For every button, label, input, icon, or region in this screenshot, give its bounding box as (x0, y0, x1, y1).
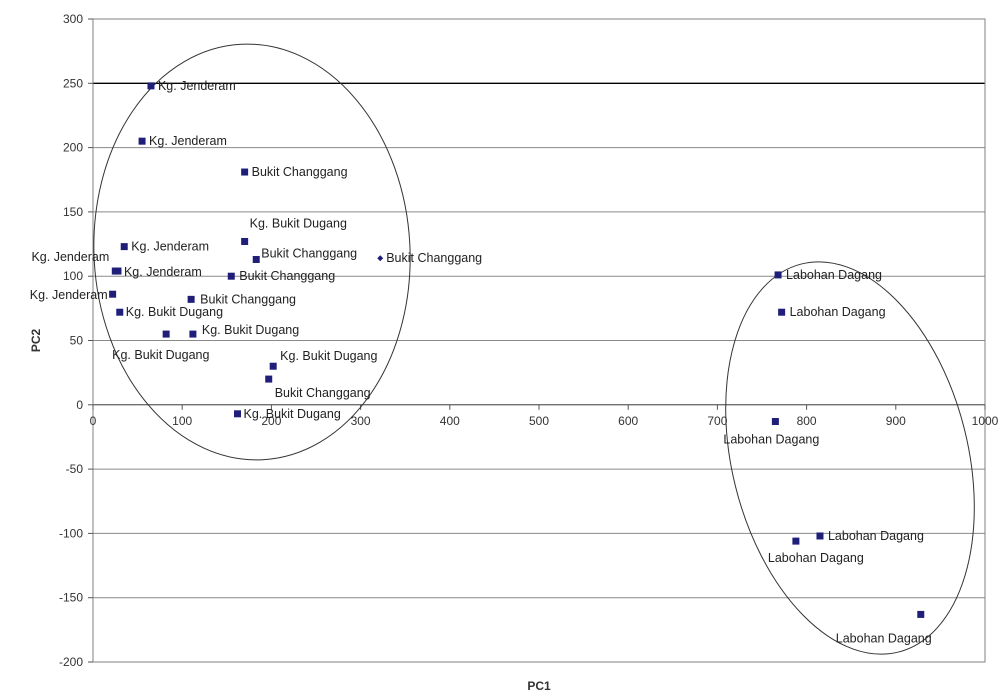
y-tick-label: 300 (63, 12, 83, 26)
y-tick-labels: 300 250 200 150 100 50 0 -50 -100 -150 -200 (59, 12, 83, 669)
x-tick-label: 600 (618, 414, 638, 428)
point-label: Bukit Changgang (261, 246, 357, 260)
x-tick-label: 0 (90, 414, 97, 428)
point-label: Kg. Jenderam (149, 134, 227, 148)
data-point (377, 255, 383, 261)
cluster-ellipse-right (687, 235, 998, 680)
point-label: Labohan Dagang (790, 305, 886, 319)
point-label: Bukit Changgang (386, 251, 482, 265)
point-label: Kg. Bukit Dugang (126, 305, 223, 319)
point-label: Labohan Dagang (768, 551, 864, 565)
data-point (775, 271, 782, 278)
data-point (234, 410, 241, 417)
data-point (109, 291, 116, 298)
x-tick-label: 500 (529, 414, 549, 428)
data-point (189, 331, 196, 338)
point-label: Bukit Changgang (275, 386, 371, 400)
data-point (241, 169, 248, 176)
y-tick-label: -150 (59, 591, 83, 605)
point-label: Kg. Jenderam (158, 79, 236, 93)
data-point (253, 256, 260, 263)
point-label: Kg. Bukit Dugang (250, 216, 347, 230)
point-label: Labohan Dagang (723, 433, 819, 447)
x-tick-label: 900 (886, 414, 906, 428)
data-point (121, 243, 128, 250)
data-point (147, 82, 154, 89)
y-tick-label: 200 (63, 141, 83, 155)
y-tick-label: 100 (63, 269, 83, 283)
y-tick-label: 250 (63, 76, 83, 90)
gridlines (93, 19, 985, 662)
data-point (228, 273, 235, 280)
point-label: Labohan Dagang (836, 631, 932, 645)
point-label: Kg. Jenderam (131, 240, 209, 254)
data-point (116, 309, 123, 316)
x-tick-labels: 0 100 200 300 400 500 600 700 800 900 1000 (90, 414, 998, 428)
point-label: Kg. Bukit Dugang (244, 407, 341, 421)
x-tick-label: 300 (351, 414, 371, 428)
cluster-ellipses (83, 36, 998, 681)
point-label: Kg. Bukit Dugang (280, 349, 377, 363)
data-point (112, 268, 119, 275)
x-tick-label: 100 (172, 414, 192, 428)
point-label: Labohan Dagang (828, 529, 924, 543)
x-tick-label: 400 (440, 414, 460, 428)
data-points (109, 82, 924, 618)
data-point (816, 532, 823, 539)
data-point (188, 296, 195, 303)
data-point (792, 538, 799, 545)
point-label: Kg. Bukit Dugang (112, 348, 209, 362)
y-tick-label: -100 (59, 526, 83, 540)
data-point (163, 331, 170, 338)
y-tick-label: 0 (76, 398, 83, 412)
data-point (917, 611, 924, 618)
point-label: Kg. Jenderam (30, 288, 108, 302)
data-point (270, 363, 277, 370)
point-label: Bukit Changgang (239, 269, 335, 283)
y-tick-label: 50 (70, 334, 84, 348)
x-tick-label: 1000 (972, 414, 998, 428)
data-point (241, 238, 248, 245)
y-tick-label: -50 (66, 462, 84, 476)
data-point (778, 309, 785, 316)
data-point (139, 138, 146, 145)
point-label: Bukit Changgang (252, 165, 348, 179)
x-tick-label: 700 (707, 414, 727, 428)
point-label: Labohan Dagang (786, 268, 882, 282)
point-label: Kg. Bukit Dugang (202, 323, 299, 337)
data-point (265, 376, 272, 383)
x-axis-title: PC1 (527, 679, 551, 693)
y-axis-title: PC2 (29, 329, 43, 353)
data-point (772, 418, 779, 425)
y-tick-label: 150 (63, 205, 83, 219)
point-labels: Kg. Jenderam Kg. Jenderam Bukit Changgang K… (30, 79, 932, 646)
x-tick-label: 800 (797, 414, 817, 428)
point-label: Kg. Jenderam (31, 250, 109, 264)
y-tick-label: -200 (59, 655, 83, 669)
point-label: Kg. Jenderam (124, 265, 202, 279)
